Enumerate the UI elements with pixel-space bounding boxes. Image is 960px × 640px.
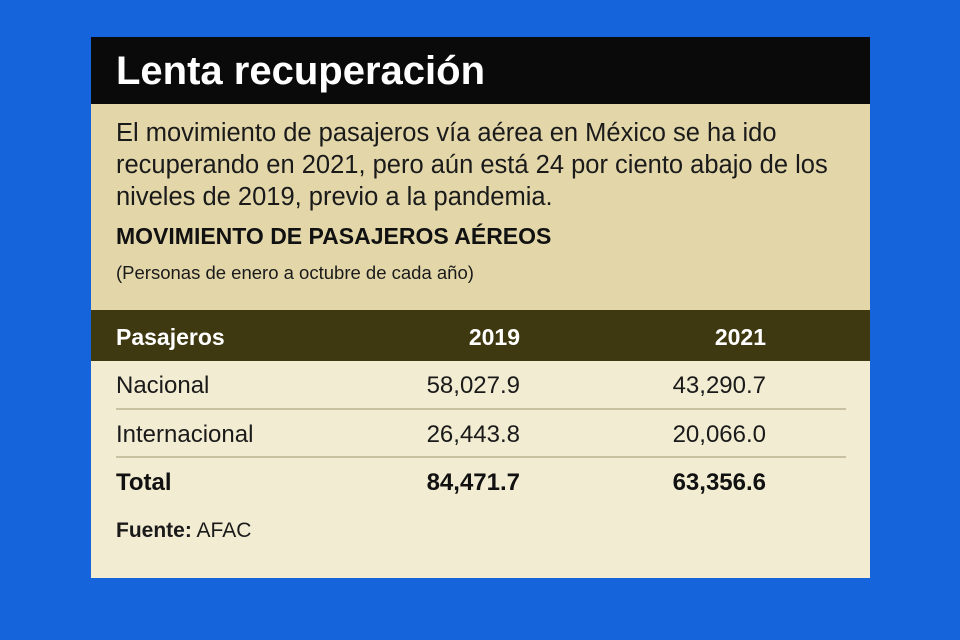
value-2019: 26,443.8 [426,421,520,448]
intro-area: El movimiento de pasajeros vía aérea en … [91,104,870,310]
table-header-row: Pasajeros 2019 2021 [91,310,870,361]
row-label: Nacional [116,372,210,399]
table-title: MOVIMIENTO DE PASAJEROS AÉREOS [116,223,552,249]
table-subtitle: (Personas de enero a octubre de cada año… [116,262,474,283]
value-2021: 63,356.6 [672,469,766,496]
column-header-2019: 2019 [468,324,520,350]
value-2021: 43,290.7 [672,372,766,399]
infographic-card: Lenta recuperación El movimiento de pasa… [91,37,870,578]
infographic-title: Lenta recuperación [116,49,486,93]
row-divider [116,456,846,458]
source-value: AFAC [196,519,252,542]
row-label: Total [116,469,172,496]
column-header-2021: 2021 [714,324,766,350]
value-2021: 20,066.0 [672,421,766,448]
row-divider [116,408,846,410]
column-header-pasajeros: Pasajeros [116,324,225,350]
table-row-internacional: Internacional 26,443.8 20,066.0 [91,410,870,458]
value-2019: 84,471.7 [426,469,520,496]
source-note: Fuente: AFAC [116,517,251,545]
title-bar: Lenta recuperación [91,37,870,104]
source-label: Fuente: [116,519,192,542]
table-row-total: Total 84,471.7 63,356.6 [91,458,870,506]
value-2019: 58,027.9 [426,372,520,399]
row-label: Internacional [116,421,254,448]
table-row-nacional: Nacional 58,027.9 43,290.7 [91,361,870,409]
description-text: El movimiento de pasajeros vía aérea en … [116,119,828,211]
